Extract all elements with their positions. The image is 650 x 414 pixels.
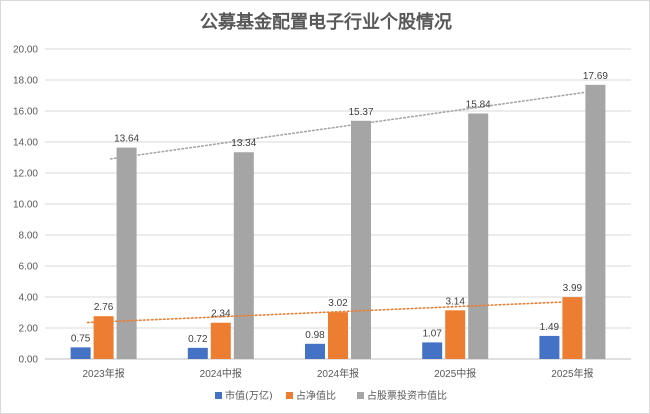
x-tick-label: 2025年报 xyxy=(551,367,593,380)
data-label: 15.37 xyxy=(348,107,373,118)
trendlines xyxy=(86,91,586,324)
y-tick-label: 6.00 xyxy=(19,262,39,273)
y-tick-label: 4.00 xyxy=(19,293,39,304)
legend-label: 占股票投资市值比 xyxy=(367,389,447,402)
legend-label: 市值(万亿) xyxy=(225,389,273,402)
data-label: 2.34 xyxy=(211,309,231,320)
x-tick-label: 2023年报 xyxy=(82,367,124,380)
y-tick-label: 0.00 xyxy=(19,355,39,366)
data-labels: 0.75 2.76 13.64 0.72 2.34 13.34 0.98 3.02 15.37 1… xyxy=(71,71,608,345)
chart-title: 公募基金配置电子行业个股情况 xyxy=(200,11,452,33)
y-tick-label: 16.00 xyxy=(13,107,38,118)
x-tick-label: 2024年报 xyxy=(317,367,359,380)
y-axis-ticks: 0.00 2.00 4.00 6.00 8.00 10.00 12.00 14.00 16.00… xyxy=(13,45,38,366)
bar xyxy=(233,152,254,359)
bar xyxy=(445,310,466,359)
y-tick-label: 20.00 xyxy=(13,45,38,56)
x-tick-label: 2025中报 xyxy=(434,367,476,380)
data-label: 3.14 xyxy=(445,296,465,307)
y-tick-label: 18.00 xyxy=(13,76,38,87)
data-label: 3.99 xyxy=(563,283,583,294)
bar xyxy=(351,120,371,359)
data-label: 15.84 xyxy=(466,99,491,110)
y-tick-label: 14.00 xyxy=(13,138,38,149)
bar xyxy=(585,84,606,360)
bar xyxy=(187,347,208,359)
bar xyxy=(210,322,231,359)
data-label: 17.69 xyxy=(583,71,608,82)
bar xyxy=(305,343,325,359)
bar xyxy=(328,312,348,359)
trendline xyxy=(86,301,563,324)
data-label: 0.75 xyxy=(71,333,91,344)
data-label: 13.64 xyxy=(114,134,139,145)
data-label: 3.02 xyxy=(328,298,348,309)
legend: 市值(万亿) 占净值比 占股票投资市值比 xyxy=(215,389,447,402)
bar xyxy=(116,147,137,359)
trendline xyxy=(109,91,586,160)
data-label: 1.07 xyxy=(422,328,442,339)
legend-label: 占净值比 xyxy=(296,389,336,402)
bar xyxy=(562,297,583,359)
x-axis-ticks: 2023年报 2024中报 2024年报 2025中报 2025年报 xyxy=(82,367,593,380)
legend-swatch xyxy=(215,392,222,399)
bar xyxy=(93,316,114,359)
bar xyxy=(539,335,560,359)
data-label: 0.98 xyxy=(305,330,325,341)
y-tick-label: 2.00 xyxy=(19,324,39,335)
bars xyxy=(70,84,606,360)
bar xyxy=(468,113,489,359)
y-tick-label: 10.00 xyxy=(13,200,38,211)
x-tick-label: 2024中报 xyxy=(200,367,242,380)
data-label: 0.72 xyxy=(188,334,208,345)
data-label: 13.34 xyxy=(231,138,256,149)
data-label: 2.76 xyxy=(94,302,114,313)
gridlines xyxy=(45,48,631,360)
legend-swatch xyxy=(286,392,293,399)
y-tick-label: 8.00 xyxy=(19,231,39,242)
y-tick-label: 12.00 xyxy=(13,169,38,180)
legend-swatch xyxy=(357,392,364,399)
bar xyxy=(70,347,91,359)
bar xyxy=(422,342,443,359)
data-label: 1.49 xyxy=(540,322,560,333)
